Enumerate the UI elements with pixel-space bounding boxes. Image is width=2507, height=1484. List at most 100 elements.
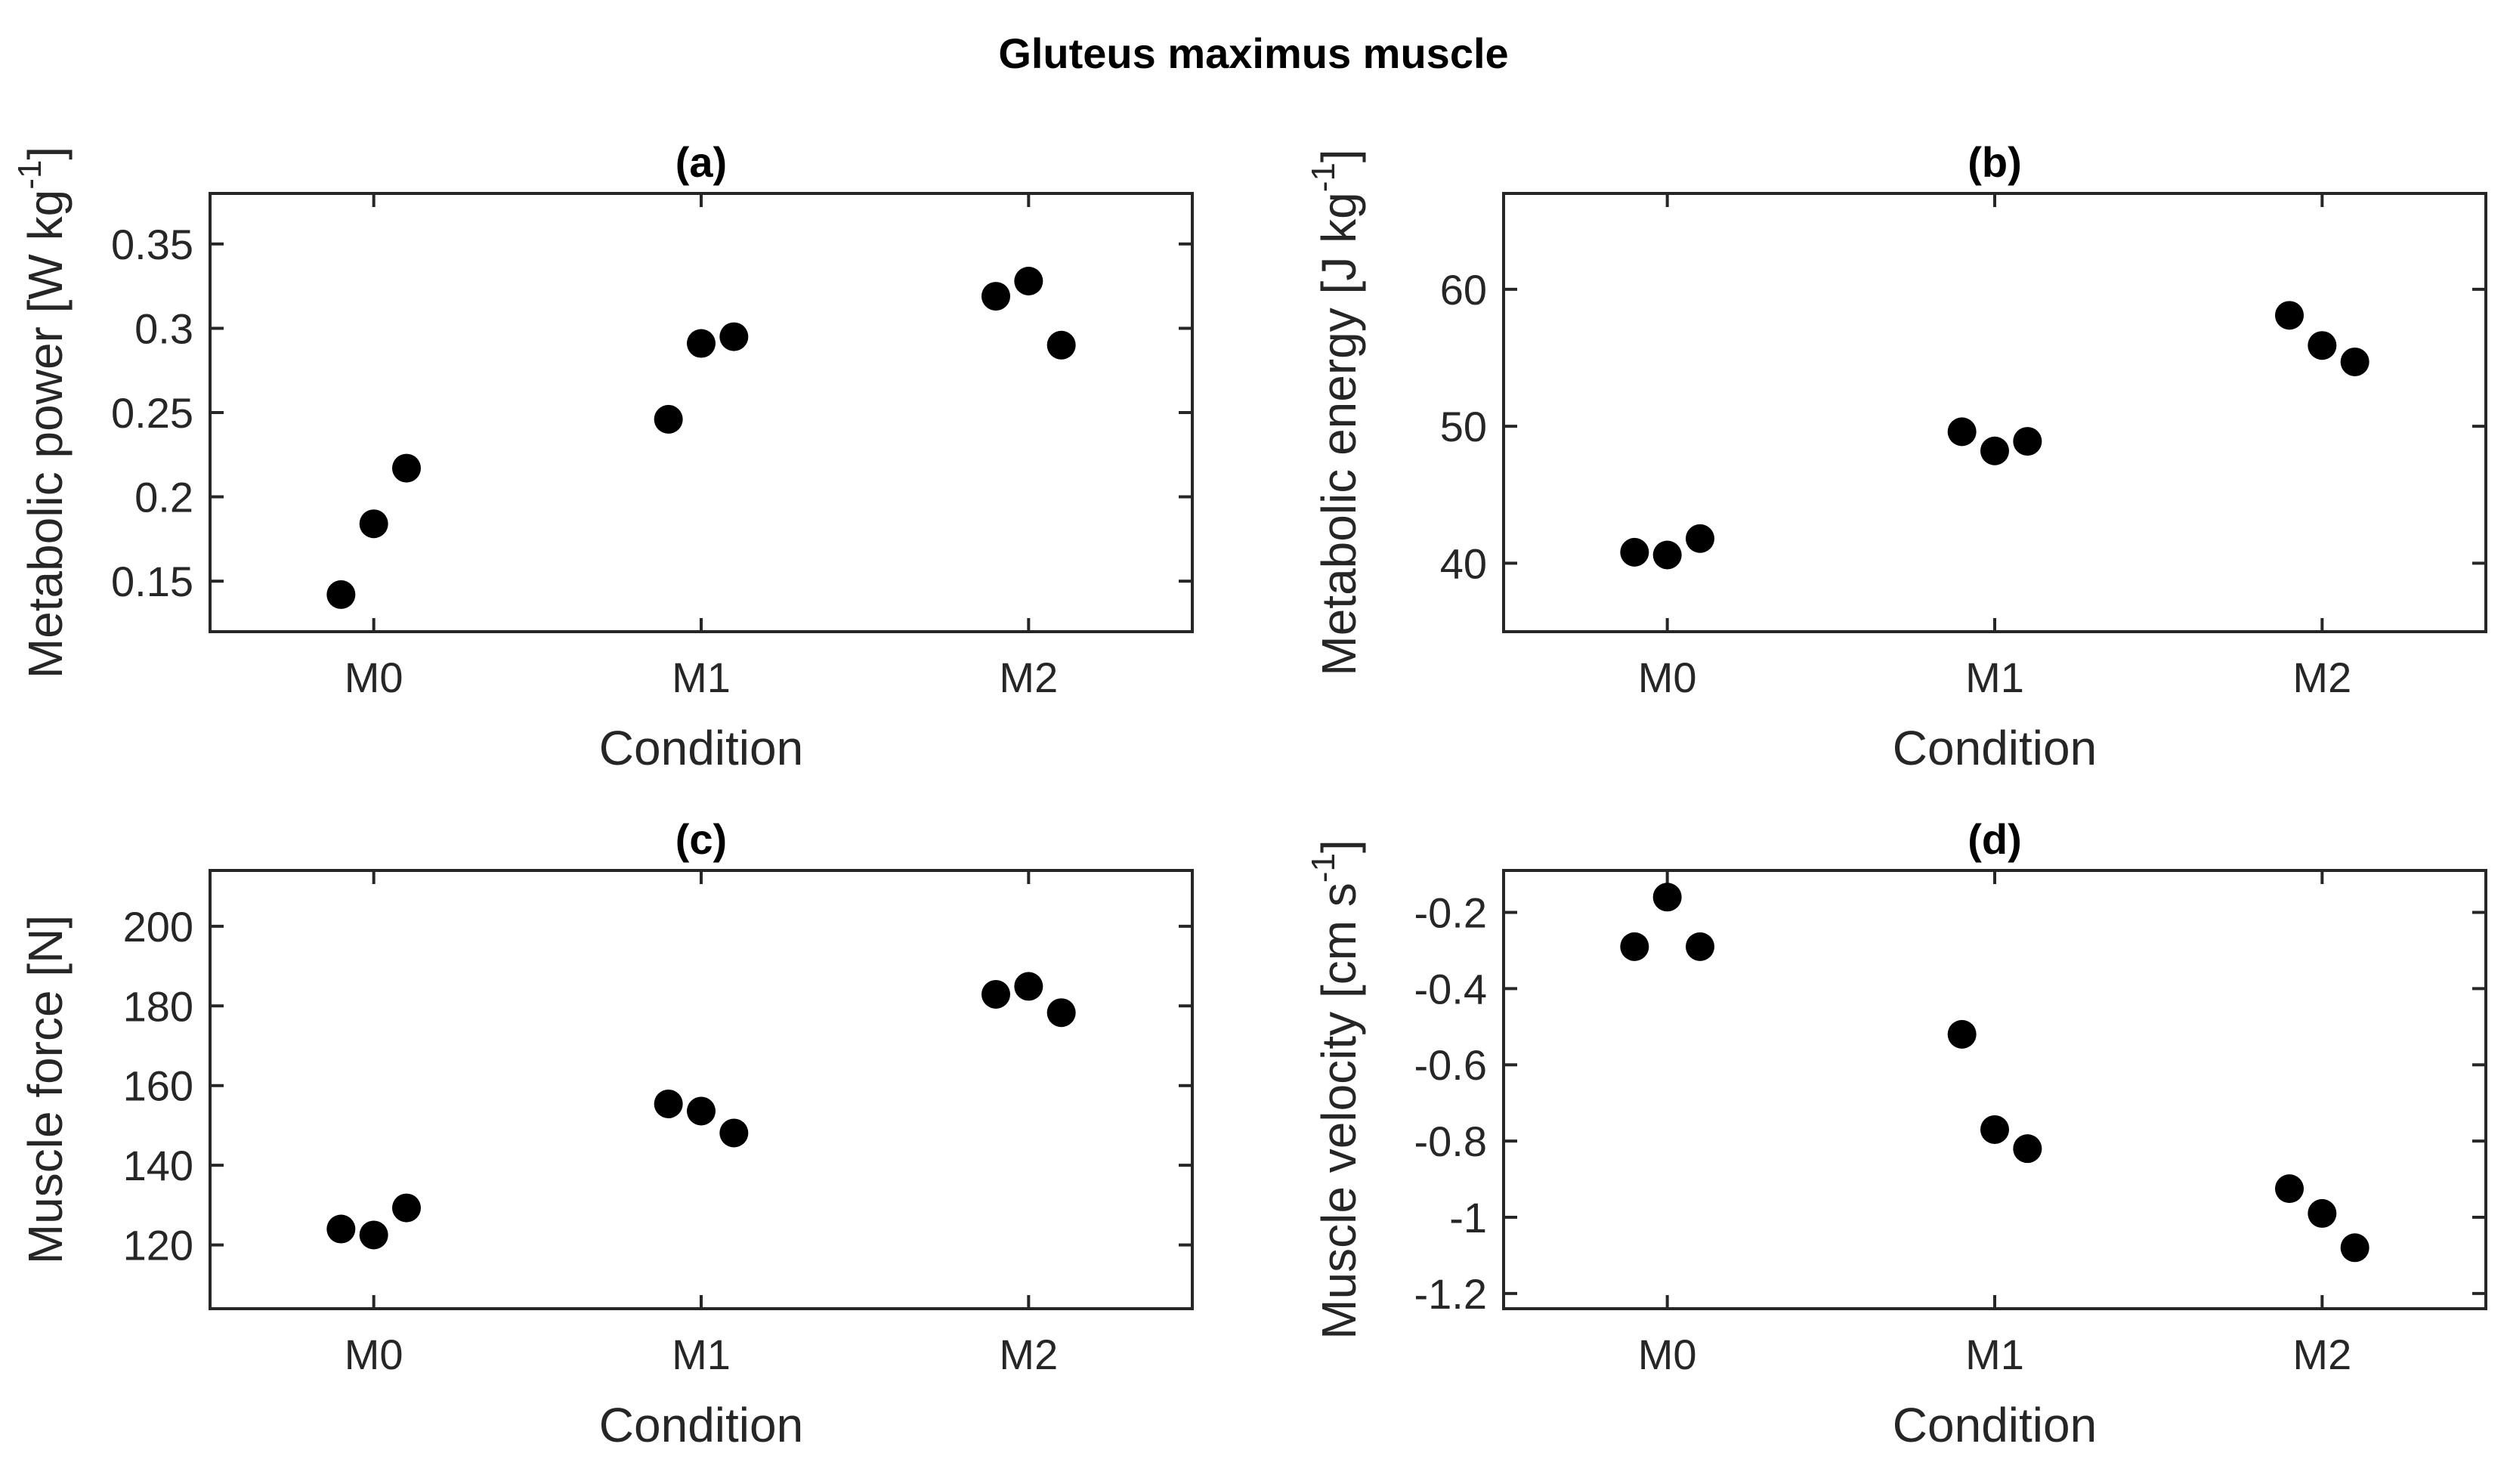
data-point	[981, 282, 1010, 311]
x-tick-label: M2	[2292, 1331, 2351, 1378]
x-tick-label: M0	[345, 1331, 403, 1378]
y-tick-label: 140	[123, 1142, 193, 1189]
y-axis-label-text: Metabolic power [W kg	[18, 190, 73, 679]
data-point	[1014, 267, 1043, 295]
data-point	[2275, 1174, 2304, 1204]
y-tick-label: 50	[1440, 403, 1487, 450]
data-point	[981, 979, 1010, 1009]
y-tick-label: 160	[123, 1062, 193, 1110]
data-point	[2340, 1233, 2369, 1263]
x-axis-label: Condition	[599, 1398, 803, 1452]
x-tick-label: M2	[999, 654, 1058, 701]
y-tick-label: -1.2	[1414, 1270, 1488, 1318]
axes-frame	[1502, 192, 2487, 633]
y-tick-label: 120	[123, 1222, 193, 1269]
x-tick-label: M0	[345, 654, 403, 701]
x-axis-label: Condition	[599, 721, 803, 775]
data-point	[1947, 1019, 1977, 1049]
y-tick-label: 180	[123, 982, 193, 1030]
axes-frame	[1502, 869, 2487, 1310]
y-axis-label: Muscle force [N]	[18, 915, 73, 1264]
data-point	[359, 509, 388, 539]
panel-a: (a) M0 M1 M2 0.15 0.2 0.25 0.3 0.35 Condition Meta…	[11, 138, 1194, 775]
axes-frame	[209, 192, 1194, 633]
data-point	[326, 580, 356, 609]
y-tick-label: 0.25	[111, 389, 193, 437]
y-axis-label-text: Metabolic energy [J kg	[1312, 192, 1366, 676]
y-tick-label: -0.8	[1414, 1118, 1488, 1165]
data-point	[1620, 932, 1649, 961]
panel-title: (a)	[675, 138, 727, 186]
figure-title: Gluteus maximus muscle	[998, 29, 1508, 77]
data-point	[719, 1118, 749, 1148]
data-point	[1046, 998, 1076, 1028]
data-point	[2340, 347, 2369, 376]
data-point	[392, 1193, 421, 1223]
x-tick-label: M2	[2292, 654, 2351, 701]
y-tick-label: -1	[1449, 1194, 1487, 1241]
data-point	[687, 329, 716, 358]
panel-d: (d) M0 M1 M2 -1.2 -1 -0.8 -0.6 -0.4 -0.2 Condition…	[1305, 815, 2487, 1452]
y-axis-label: Metabolic power [W kg-1]	[11, 147, 73, 679]
data-point	[392, 453, 421, 483]
y-tick-label: 0.35	[111, 221, 193, 268]
panels-container: (a) M0 M1 M2 0.15 0.2 0.25 0.3 0.35 Condition Meta…	[11, 138, 2487, 1452]
x-tick-label: M1	[1965, 1331, 2024, 1378]
data-point	[1620, 537, 1649, 567]
panel-b: (b) M0 M1 M2 40 50 60 Condition Metabolic energy…	[1305, 138, 2487, 775]
y-tick-label: 0.15	[111, 558, 193, 605]
x-tick-label: M1	[672, 1331, 731, 1378]
data-point	[1980, 436, 2009, 465]
data-point	[1686, 932, 1714, 961]
data-point	[1686, 524, 1714, 553]
y-axis-label-text: Muscle force [N]	[18, 915, 73, 1264]
data-point	[2308, 331, 2337, 360]
y-tick-label: 200	[123, 903, 193, 951]
panel-c: (c) M0 M1 M2 120 140 160 180 200 Condition Muscle …	[18, 815, 1194, 1452]
data-point	[1014, 972, 1043, 1001]
y-tick-label: 40	[1440, 539, 1487, 587]
data-point	[2013, 427, 2042, 456]
y-tick-label: 0.3	[134, 305, 193, 352]
y-axis-label-superscript: -1	[11, 160, 48, 190]
y-tick-label: -0.6	[1414, 1041, 1488, 1089]
y-tick-label: 0.2	[134, 474, 193, 521]
x-tick-label: M0	[1638, 654, 1697, 701]
y-axis-label: Muscle velocity [cm s-1]	[1305, 839, 1366, 1339]
y-tick-label: -0.4	[1414, 965, 1488, 1013]
x-axis-label: Condition	[1893, 721, 2097, 775]
data-point	[359, 1220, 388, 1250]
x-tick-label: M1	[1965, 654, 2024, 701]
data-point	[2308, 1198, 2337, 1228]
data-point	[1652, 883, 1682, 912]
x-tick-label: M0	[1638, 1331, 1697, 1378]
data-point	[1980, 1115, 2009, 1144]
y-axis-label-close: ]	[1312, 839, 1366, 853]
x-tick-label: M2	[999, 1331, 1058, 1378]
data-point	[654, 1089, 683, 1118]
data-point	[326, 1214, 356, 1244]
y-axis-label-text: Muscle velocity [cm s	[1312, 883, 1366, 1340]
y-axis-label-close: ]	[1312, 149, 1366, 162]
data-point	[1652, 540, 1682, 570]
data-point	[687, 1096, 716, 1126]
y-axis-label: Metabolic energy [J kg-1]	[1305, 149, 1366, 676]
data-point	[719, 322, 749, 351]
data-point	[1947, 417, 1977, 447]
y-axis-label-superscript: -1	[1305, 853, 1342, 883]
panel-title: (d)	[1968, 815, 2022, 863]
y-tick-label: 60	[1440, 266, 1487, 314]
data-point	[2013, 1134, 2042, 1164]
y-axis-label-superscript: -1	[1305, 162, 1342, 192]
data-point	[1046, 330, 1076, 360]
axes-frame	[209, 869, 1194, 1310]
data-point	[654, 404, 683, 434]
panel-title: (b)	[1968, 138, 2022, 186]
y-tick-label: -0.2	[1414, 889, 1488, 936]
panel-title: (c)	[675, 815, 727, 863]
x-axis-label: Condition	[1893, 1398, 2097, 1452]
x-tick-label: M1	[672, 654, 731, 701]
data-point	[2275, 301, 2304, 330]
y-axis-label-close: ]	[18, 147, 73, 160]
